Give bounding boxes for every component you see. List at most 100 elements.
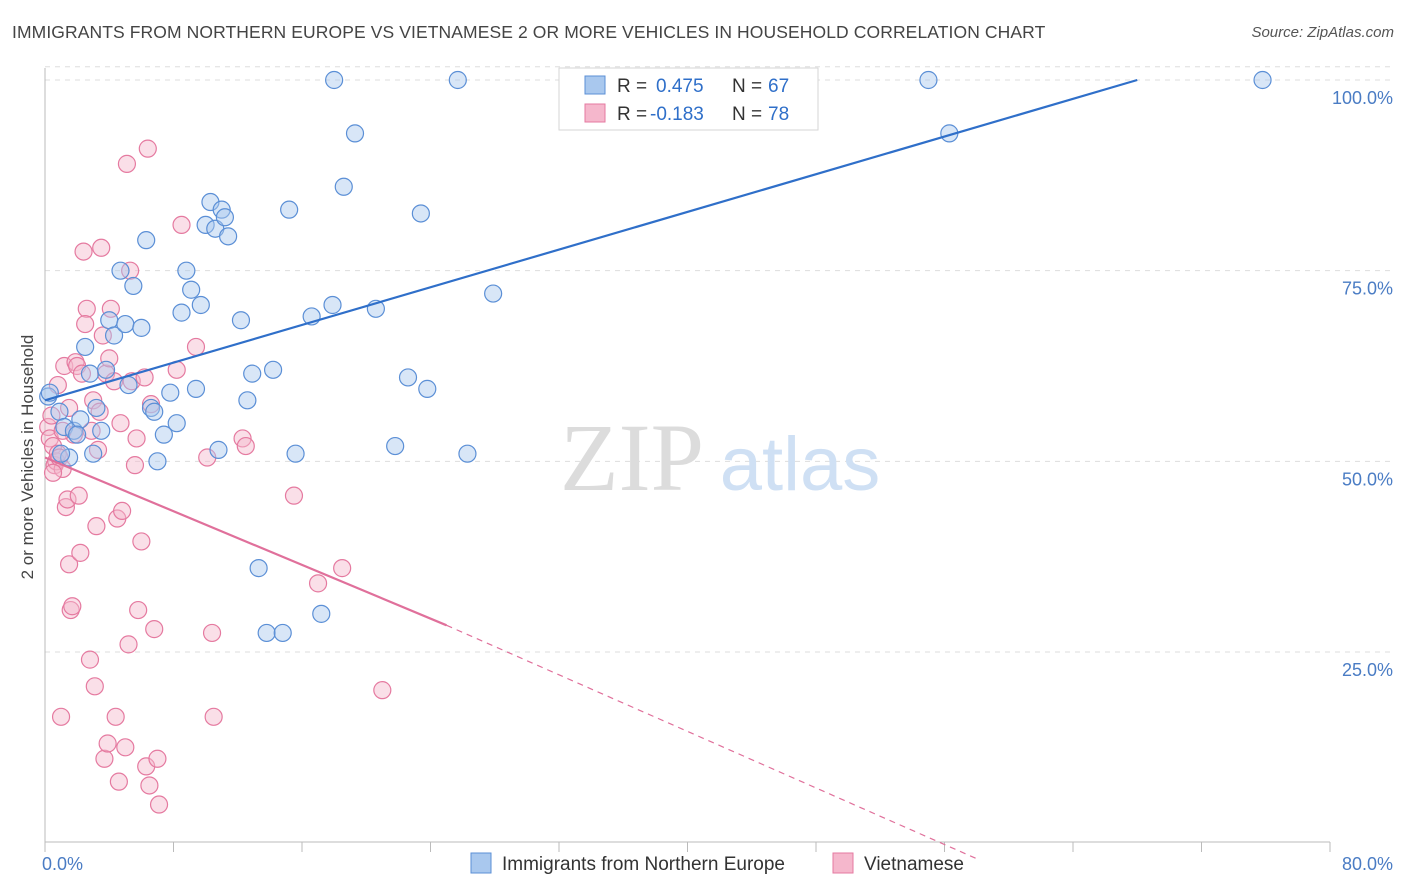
bottom-legend: Immigrants from Northern Europe Vietname… — [470, 852, 964, 875]
data-point — [69, 486, 88, 505]
watermark: ZIP atlas — [560, 404, 880, 511]
data-point — [98, 734, 117, 753]
data-point — [55, 356, 74, 376]
data-point — [308, 574, 328, 593]
data-point — [209, 440, 228, 459]
data-point — [418, 379, 437, 398]
watermark-atlas: atlas — [720, 422, 881, 507]
data-point — [325, 70, 344, 90]
y-axis-label: 2 or more Vehicles in Household — [18, 335, 37, 580]
data-point — [92, 238, 111, 257]
data-point — [85, 677, 104, 696]
y-tick-label: 100.0% — [1332, 88, 1393, 108]
y-tick-label: 50.0% — [1342, 469, 1393, 489]
data-point — [333, 559, 352, 578]
y-tick-labels: 25.0% 50.0% 75.0% 100.0% — [1332, 88, 1393, 680]
data-point — [116, 738, 135, 757]
data-point — [104, 326, 124, 345]
legend-r-label-pink: R = — [617, 104, 647, 125]
legend-r-label-blue: R = — [617, 76, 647, 97]
trend-line-vietnamese — [44, 456, 447, 627]
data-point — [219, 227, 238, 246]
chart-title: IMMIGRANTS FROM NORTHERN EUROPE VS VIETN… — [12, 22, 1046, 42]
data-point — [129, 600, 148, 620]
data-point — [257, 623, 276, 643]
data-point — [59, 398, 79, 418]
legend-n-label-pink: N = — [732, 104, 762, 125]
data-point — [138, 139, 157, 158]
data-point — [273, 623, 292, 643]
data-point — [117, 154, 137, 173]
data-point — [137, 231, 156, 250]
data-point — [172, 303, 191, 322]
data-point — [111, 414, 130, 433]
data-point — [919, 70, 938, 90]
data-point — [127, 429, 146, 448]
data-point — [84, 444, 103, 463]
data-point — [82, 421, 101, 440]
data-point — [148, 749, 167, 768]
data-point — [80, 650, 100, 669]
legend-n-value-blue: 67 — [768, 76, 789, 97]
data-point — [484, 284, 503, 303]
data-point — [76, 337, 95, 357]
grid-lines — [45, 66, 1392, 653]
legend-r-value-blue: 0.475 — [656, 76, 704, 97]
watermark-zip: ZIP — [560, 404, 704, 511]
y-tick-label: 75.0% — [1342, 279, 1393, 299]
data-point — [125, 456, 145, 475]
data-point — [186, 379, 206, 398]
x-tick-labels: 0.0% 80.0% — [42, 854, 1393, 874]
data-point — [132, 318, 151, 337]
data-point — [74, 242, 93, 261]
data-point — [345, 124, 365, 143]
data-point — [59, 555, 79, 574]
data-point — [101, 299, 120, 318]
data-point — [100, 349, 119, 368]
data-point — [204, 707, 223, 726]
data-point — [43, 463, 63, 482]
data-point — [71, 410, 90, 429]
data-point — [106, 707, 125, 726]
legend-swatch-blue — [584, 75, 606, 95]
data-point — [231, 311, 251, 330]
data-point — [80, 364, 100, 383]
data-point — [50, 402, 69, 421]
data-point — [458, 444, 477, 463]
data-point — [312, 604, 331, 623]
data-point — [191, 295, 210, 315]
data-point — [202, 623, 222, 643]
data-point — [87, 398, 106, 418]
legend: R = 0.475 N = 67 R = -0.183 N = 78 — [558, 67, 819, 131]
y-tick-label: 25.0% — [1342, 660, 1393, 680]
legend-swatch-pink — [584, 103, 606, 123]
data-point — [109, 772, 128, 791]
data-point — [96, 360, 116, 379]
data-point — [386, 436, 405, 456]
trend-lines — [44, 78, 1138, 860]
data-point — [116, 314, 135, 334]
data-point — [215, 208, 234, 227]
data-point — [95, 749, 114, 768]
data-point — [100, 311, 119, 330]
data-point — [149, 795, 169, 814]
data-point — [284, 486, 304, 505]
data-point — [132, 532, 151, 551]
data-point — [398, 368, 418, 387]
axes — [44, 68, 1331, 852]
data-point — [76, 314, 95, 334]
data-point — [263, 360, 283, 379]
data-point — [68, 425, 87, 444]
x-tick-label: 80.0% — [1342, 854, 1393, 874]
data-point — [323, 295, 342, 315]
data-point — [172, 215, 191, 235]
legend-r-value-pink: -0.183 — [650, 104, 704, 125]
data-point — [124, 276, 143, 296]
data-point — [280, 200, 299, 219]
source-credit: Source: ZipAtlas.com — [1251, 24, 1394, 41]
data-point — [1253, 70, 1272, 90]
data-point — [51, 707, 71, 726]
data-point — [92, 421, 111, 440]
legend-n-value-pink: 78 — [768, 104, 789, 125]
